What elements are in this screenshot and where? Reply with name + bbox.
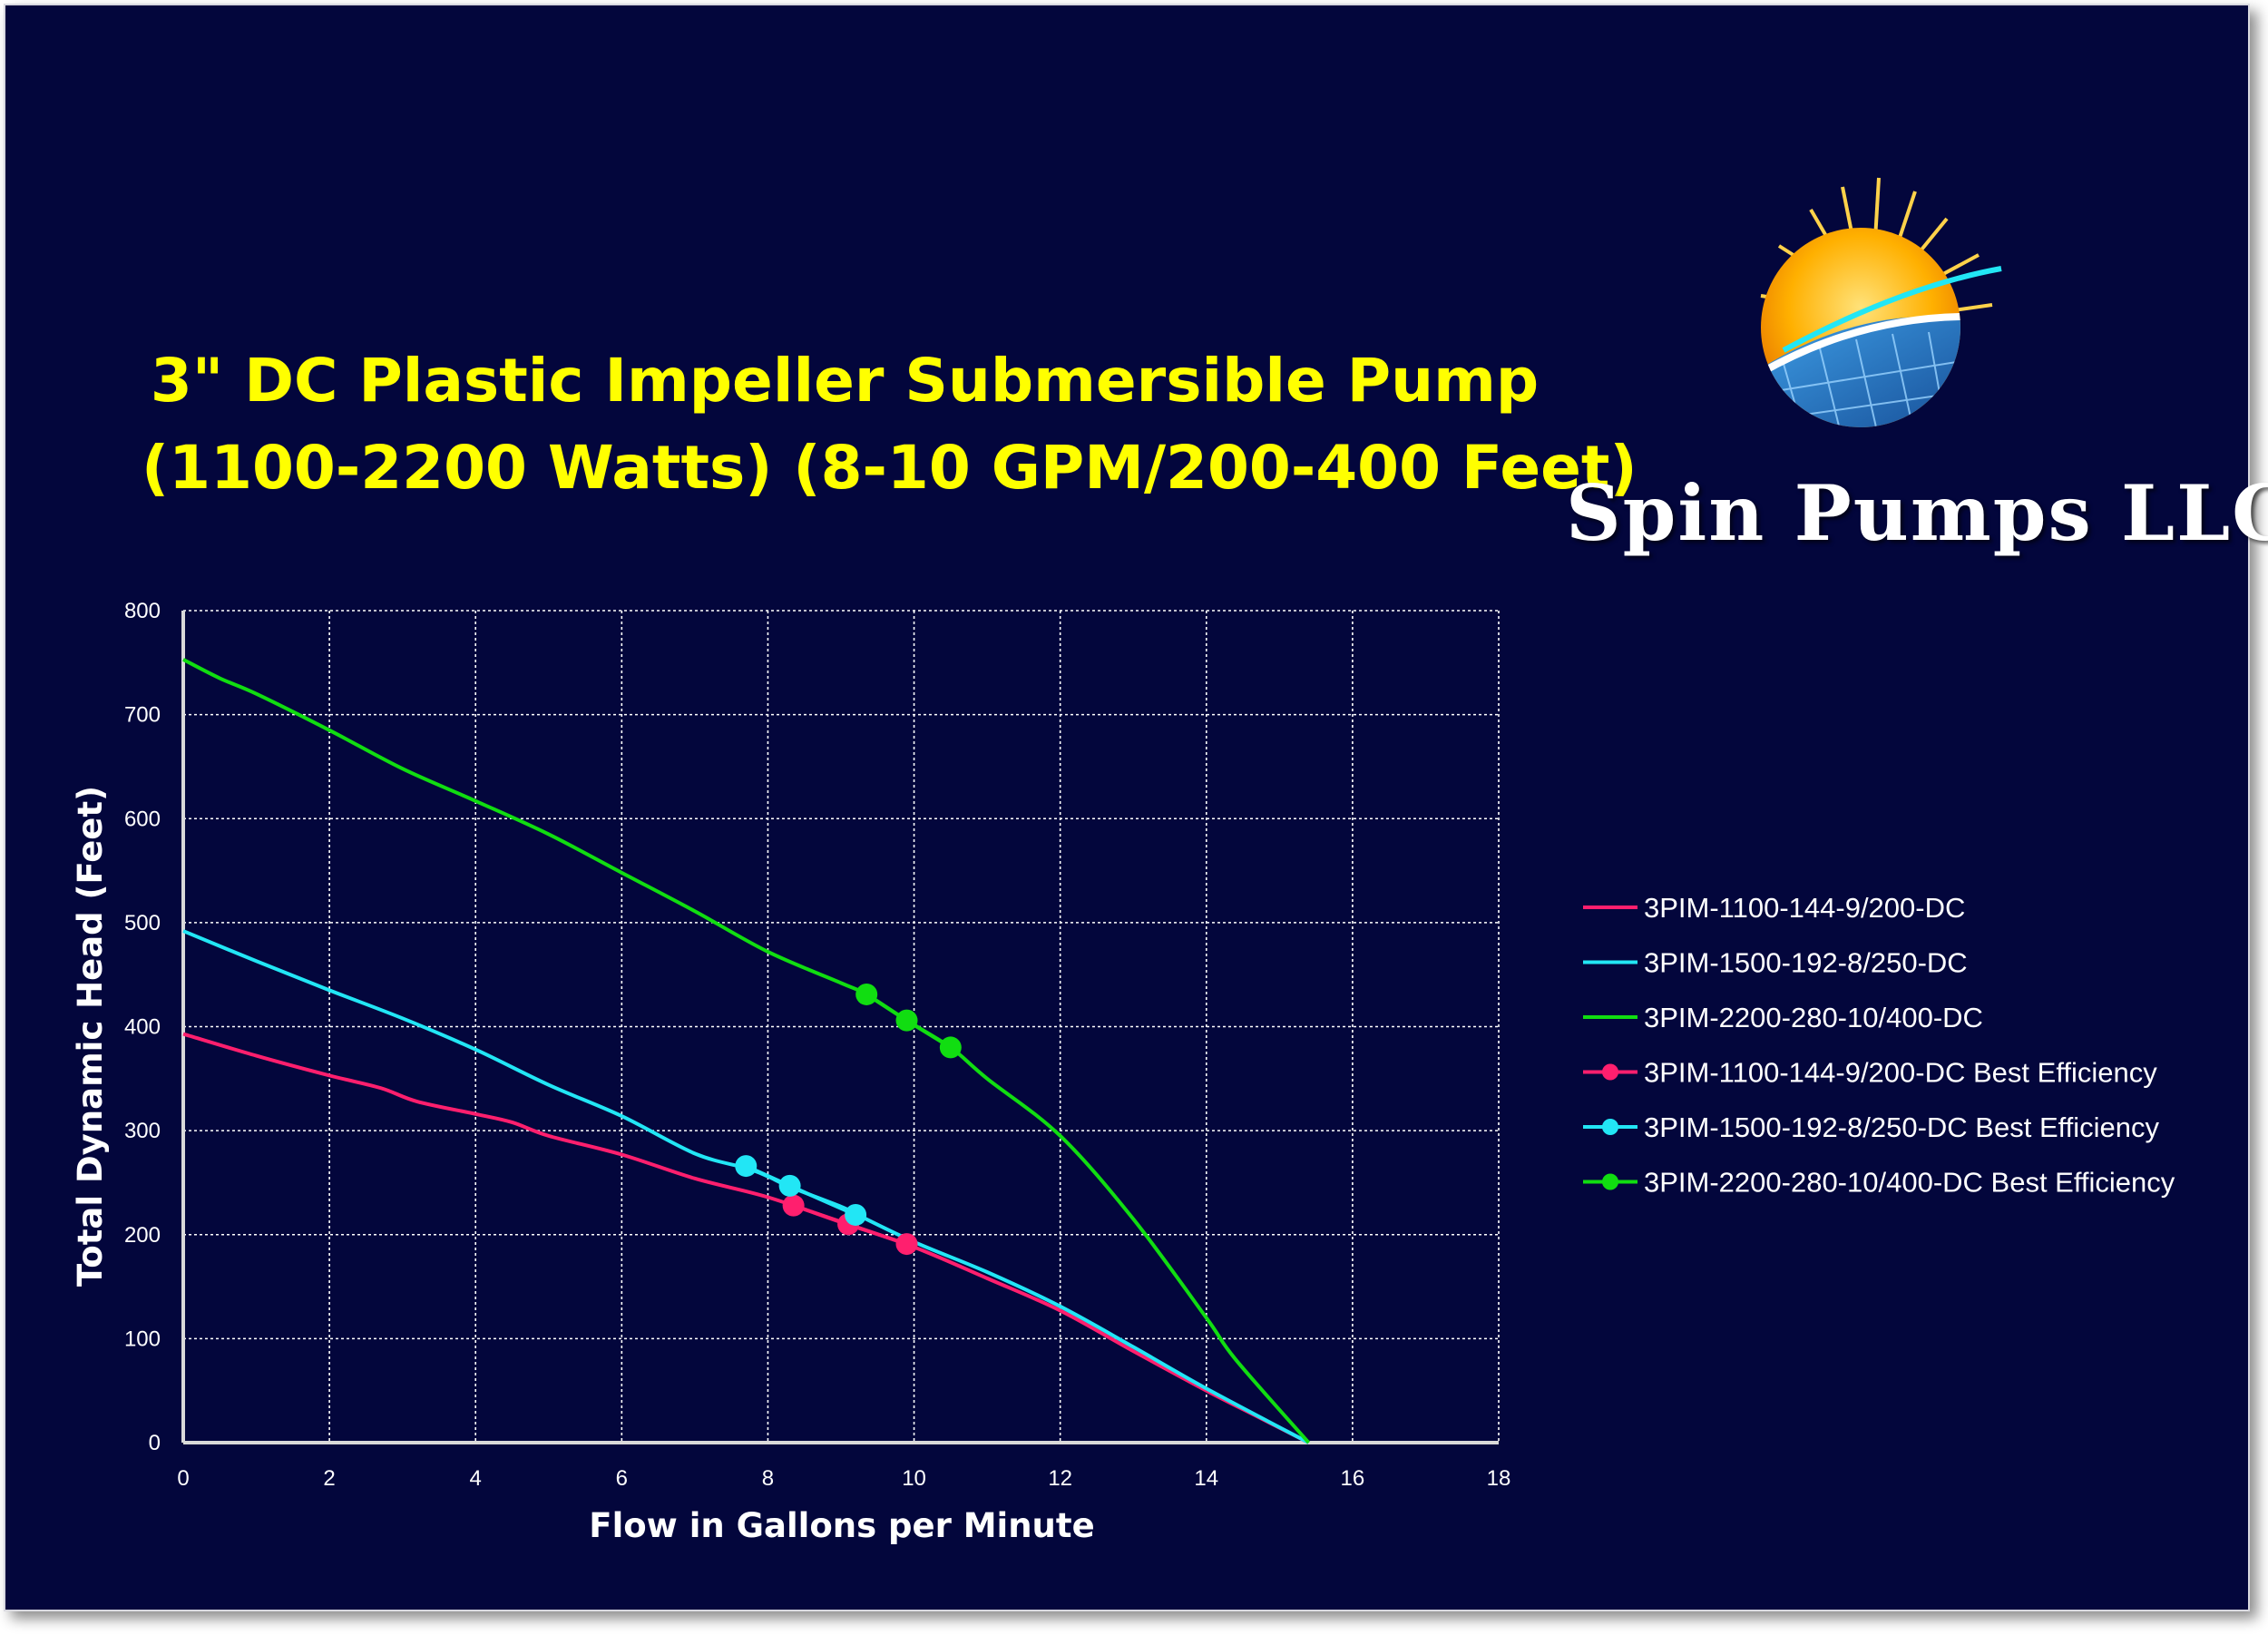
- y-tick-label: 500: [124, 911, 161, 935]
- brand-name: Spin Pumps LLC: [1566, 468, 2268, 558]
- x-tick-label: 16: [1341, 1466, 1365, 1491]
- best-efficiency-point: [735, 1155, 758, 1178]
- x-tick-label: 18: [1487, 1466, 1511, 1491]
- legend-label: 3PIM-1500-192-8/250-DC: [1644, 947, 1968, 979]
- series-lines: [182, 658, 1311, 1444]
- title-line-2: (1100-2200 Watts) (8-10 GPM/200-400 Feet…: [142, 433, 1637, 503]
- legend-label: 3PIM-2200-280-10/400-DC Best Efficiency: [1644, 1167, 2175, 1199]
- y-tick-label: 800: [124, 599, 161, 623]
- axes: [181, 611, 1499, 1444]
- series-line-3PIM-1100-144-9/200-DC: [182, 1032, 1310, 1444]
- x-tick-label: 12: [1048, 1466, 1072, 1491]
- best-efficiency-point: [895, 1233, 918, 1256]
- x-tick-label: 10: [902, 1466, 926, 1491]
- legend-label: 3PIM-1500-192-8/250-DC Best Efficiency: [1644, 1111, 2160, 1143]
- y-tick-label: 700: [124, 703, 161, 728]
- best-efficiency-point: [845, 1203, 867, 1226]
- tick-labels: 0 2 4 6 8 10 12 14 16 18 0 100 200 300 400 500 600 700 800: [124, 599, 1510, 1491]
- y-tick-label: 200: [124, 1223, 161, 1248]
- best-efficiency-point: [939, 1036, 962, 1059]
- legend-label: 3PIM-1100-144-9/200-DC: [1644, 892, 1965, 924]
- legend-label: 3PIM-1100-144-9/200-DC Best Efficiency: [1644, 1057, 2157, 1089]
- best-efficiency-point: [855, 983, 878, 1005]
- legend-label: 3PIM-2200-280-10/400-DC: [1644, 1002, 1983, 1033]
- chart-title: 3" DC Plastic Impeller Submersible Pump …: [142, 338, 1637, 512]
- legend-marker: [1602, 1063, 1618, 1081]
- x-axis-label: Flow in Gallons per Minute: [589, 1506, 1094, 1545]
- gridlines: [183, 610, 1500, 1443]
- best-efficiency-point: [782, 1194, 805, 1217]
- title-line-1: 3" DC Plastic Impeller Submersible Pump: [150, 346, 1540, 416]
- y-tick-label: 0: [149, 1431, 161, 1455]
- y-axis-label: Total Dynamic Head (Feet): [71, 786, 110, 1287]
- x-tick-label: 6: [616, 1466, 628, 1491]
- y-tick-label: 400: [124, 1015, 161, 1040]
- x-tick-label: 14: [1194, 1466, 1218, 1491]
- sun-solar-panel-logo-icon: [1760, 177, 2002, 427]
- x-tick-label: 8: [762, 1466, 774, 1491]
- y-tick-label: 600: [124, 807, 161, 831]
- series-line-3PIM-2200-280-10/400-DC: [182, 658, 1311, 1444]
- best-efficiency-point: [778, 1174, 801, 1197]
- series-line-3PIM-1500-192-8/250-DC: [182, 929, 1310, 1444]
- series-markers: [735, 983, 962, 1256]
- legend-marker: [1602, 1173, 1618, 1190]
- x-tick-label: 0: [177, 1466, 189, 1491]
- legend: 3PIM-1100-144-9/200-DC 3PIM-1500-192-8/25…: [1583, 892, 2175, 1199]
- x-tick-label: 4: [470, 1466, 482, 1491]
- y-tick-label: 300: [124, 1119, 161, 1143]
- x-tick-label: 2: [323, 1466, 335, 1491]
- legend-marker: [1602, 1119, 1618, 1135]
- best-efficiency-point: [895, 1009, 918, 1032]
- y-tick-label: 100: [124, 1327, 161, 1351]
